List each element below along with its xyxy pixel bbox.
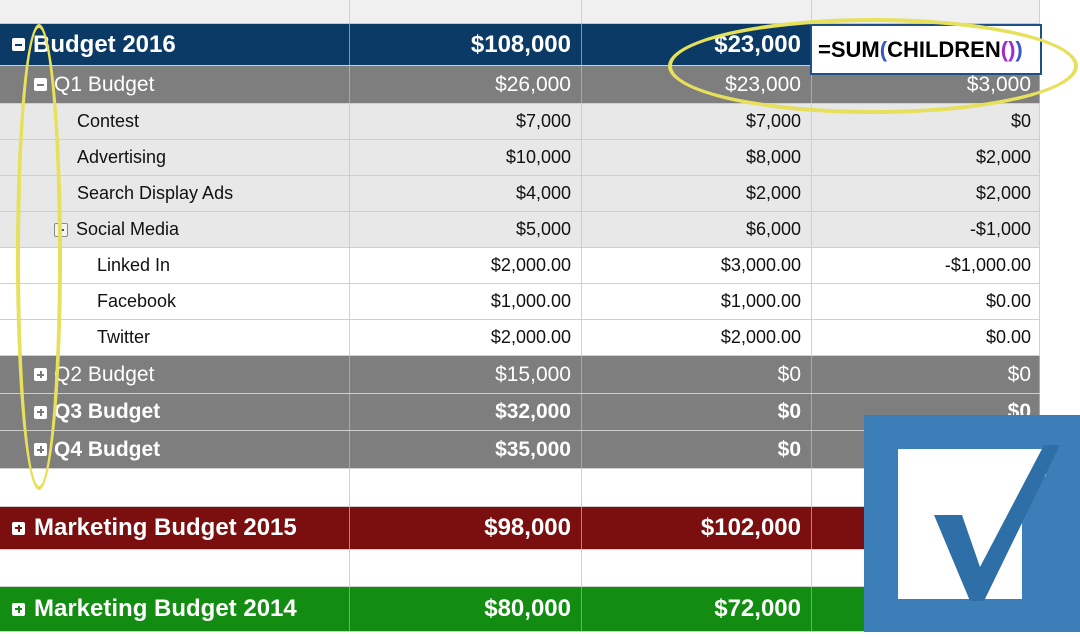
value-cell[interactable]: $98,000: [350, 507, 582, 549]
value-cell[interactable]: -$1,000: [812, 212, 1040, 247]
empty-cell[interactable]: [0, 550, 350, 586]
label-cell[interactable]: Advertising: [0, 140, 350, 175]
value-cell[interactable]: $3,000.00: [582, 248, 812, 283]
expand-icon[interactable]: [12, 521, 25, 535]
value-cell[interactable]: $0: [812, 356, 1040, 393]
empty-cell[interactable]: [582, 550, 812, 586]
value-cell[interactable]: $2,000: [812, 140, 1040, 175]
value-cell[interactable]: $108,000: [350, 24, 582, 65]
row-label: Social Media: [76, 219, 180, 239]
value-cell[interactable]: $2,000.00: [350, 248, 582, 283]
empty-cell[interactable]: [350, 469, 582, 506]
empty-cell[interactable]: [582, 469, 812, 506]
value-cell[interactable]: $26,000: [350, 66, 582, 103]
label-cell[interactable]: Budget 2016: [0, 24, 350, 65]
value-cell[interactable]: $2,000: [582, 176, 812, 211]
row-label: Q3 Budget: [54, 400, 161, 423]
value-cell[interactable]: $6,000: [582, 212, 812, 247]
collapse-icon[interactable]: [12, 38, 25, 51]
label-cell[interactable]: Twitter: [0, 320, 350, 355]
header-cell[interactable]: [0, 0, 350, 23]
value-cell[interactable]: -$1,000.00: [812, 248, 1040, 283]
row-twitter[interactable]: Twitter $2,000.00 $2,000.00 $0.00: [0, 320, 1040, 356]
row-label: Q4 Budget: [54, 437, 161, 461]
value-cell[interactable]: $0: [582, 394, 812, 430]
row-advertising[interactable]: Advertising $10,000 $8,000 $2,000: [0, 140, 1040, 176]
empty-cell[interactable]: [0, 469, 350, 506]
smartsheet-logo: [864, 415, 1080, 632]
value-cell[interactable]: $32,000: [350, 394, 582, 430]
value-cell[interactable]: $0: [582, 356, 812, 393]
value-cell[interactable]: $102,000: [582, 507, 812, 549]
row-contest[interactable]: Contest $7,000 $7,000 $0: [0, 104, 1040, 140]
value-cell[interactable]: $2,000: [812, 176, 1040, 211]
row-facebook[interactable]: Facebook $1,000.00 $1,000.00 $0.00: [0, 284, 1040, 320]
value-cell[interactable]: $8,000: [582, 140, 812, 175]
value-cell[interactable]: $0.00: [812, 284, 1040, 319]
value-cell[interactable]: $2,000.00: [582, 320, 812, 355]
value-cell[interactable]: $4,000: [350, 176, 582, 211]
column-header-row: [0, 0, 1040, 24]
smartsheet-checkmark-logo-icon: [898, 445, 1060, 601]
value-cell[interactable]: $1,000.00: [350, 284, 582, 319]
value-cell[interactable]: $0: [812, 104, 1040, 139]
value-cell[interactable]: $2,000.00: [350, 320, 582, 355]
value-cell[interactable]: $72,000: [582, 587, 812, 631]
row-q2-budget[interactable]: Q2 Budget $15,000 $0 $0: [0, 356, 1040, 394]
row-q3-budget[interactable]: Q3 Budget $32,000 $0 $0: [0, 394, 1040, 431]
empty-cell[interactable]: [350, 550, 582, 586]
row-label: Budget 2016: [33, 30, 176, 58]
label-cell[interactable]: Marketing Budget 2015: [0, 507, 350, 549]
highlight-ellipse-hierarchy: [16, 24, 62, 490]
value-cell[interactable]: $1,000.00: [582, 284, 812, 319]
label-cell[interactable]: Marketing Budget 2014: [0, 587, 350, 631]
row-label: Marketing Budget 2015: [34, 514, 297, 541]
value-cell[interactable]: $0: [582, 431, 812, 468]
row-linked-in[interactable]: Linked In $2,000.00 $3,000.00 -$1,000.00: [0, 248, 1040, 284]
highlight-ellipse-formula: [668, 18, 1078, 114]
label-cell[interactable]: Facebook: [0, 284, 350, 319]
label-cell[interactable]: Search Display Ads: [0, 176, 350, 211]
expand-icon[interactable]: [12, 602, 25, 616]
row-label: Marketing Budget 2014: [34, 595, 297, 622]
label-cell[interactable]: Contest: [0, 104, 350, 139]
header-cell[interactable]: [350, 0, 582, 23]
value-cell[interactable]: $35,000: [350, 431, 582, 468]
header-cell[interactable]: [582, 0, 812, 23]
row-label: Q2 Budget: [54, 362, 155, 386]
value-cell[interactable]: $15,000: [350, 356, 582, 393]
value-cell[interactable]: $5,000: [350, 212, 582, 247]
value-cell[interactable]: $7,000: [582, 104, 812, 139]
value-cell[interactable]: $10,000: [350, 140, 582, 175]
label-cell[interactable]: Linked In: [0, 248, 350, 283]
value-cell[interactable]: $0.00: [812, 320, 1040, 355]
value-cell[interactable]: $7,000: [350, 104, 582, 139]
row-search-display-ads[interactable]: Search Display Ads $4,000 $2,000 $2,000: [0, 176, 1040, 212]
row-social-media[interactable]: Social Media $5,000 $6,000 -$1,000: [0, 212, 1040, 248]
value-cell[interactable]: $80,000: [350, 587, 582, 631]
row-label: Q1 Budget: [54, 72, 155, 96]
header-cell[interactable]: [812, 0, 1040, 23]
